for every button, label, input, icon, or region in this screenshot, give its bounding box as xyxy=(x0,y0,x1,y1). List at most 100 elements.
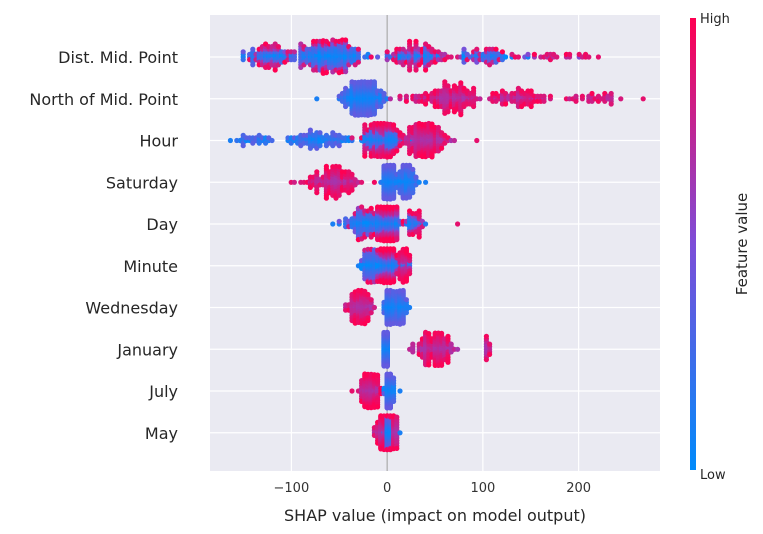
data-point xyxy=(487,341,493,347)
data-point xyxy=(515,54,522,60)
data-point xyxy=(445,333,451,339)
data-point xyxy=(499,49,505,55)
data-point xyxy=(448,341,454,347)
data-point xyxy=(416,208,422,214)
data-point xyxy=(455,221,461,227)
data-point xyxy=(384,329,390,335)
data-point xyxy=(394,148,400,154)
data-point xyxy=(343,37,349,43)
data-point xyxy=(330,221,336,227)
data-point xyxy=(589,90,595,97)
data-point xyxy=(493,46,499,52)
data-point xyxy=(371,304,377,311)
data-point xyxy=(307,127,313,133)
data-point xyxy=(387,154,393,160)
data-point xyxy=(403,98,409,104)
data-point xyxy=(403,297,409,303)
data-point xyxy=(227,137,233,144)
data-point xyxy=(371,79,377,85)
data-point xyxy=(416,179,422,185)
data-point xyxy=(397,388,403,394)
data-point xyxy=(426,362,432,368)
data-point xyxy=(365,317,371,324)
data-point xyxy=(413,67,419,73)
data-point xyxy=(359,179,365,185)
data-point xyxy=(314,190,320,196)
data-point xyxy=(403,93,409,99)
data-point xyxy=(336,192,342,198)
data-point xyxy=(573,93,579,99)
data-point xyxy=(349,135,355,141)
data-point xyxy=(474,46,480,52)
data-point xyxy=(531,51,538,58)
data-point xyxy=(336,164,342,170)
data-point xyxy=(317,130,323,136)
data-point xyxy=(503,101,509,107)
data-point xyxy=(445,359,451,365)
data-point xyxy=(608,101,614,107)
data-point xyxy=(365,291,371,298)
data-point xyxy=(323,163,329,169)
data-point xyxy=(272,67,278,73)
data-point xyxy=(375,54,381,60)
data-point xyxy=(410,190,416,196)
data-point xyxy=(618,96,624,102)
data-point xyxy=(403,310,409,316)
data-point xyxy=(407,38,413,45)
data-point xyxy=(471,103,477,110)
data-point xyxy=(391,398,397,404)
data-point xyxy=(525,51,531,58)
data-point xyxy=(269,137,275,144)
data-point xyxy=(384,49,390,55)
data-point xyxy=(378,103,384,110)
data-point xyxy=(439,362,445,368)
data-point xyxy=(458,112,464,118)
data-point xyxy=(362,122,368,128)
data-point xyxy=(407,271,413,277)
data-points xyxy=(227,37,646,453)
data-point xyxy=(371,111,377,117)
data-point xyxy=(336,143,342,149)
data-point xyxy=(250,62,256,68)
data-point xyxy=(291,179,297,185)
data-point xyxy=(448,54,454,60)
plot-background xyxy=(210,15,660,471)
data-point xyxy=(397,93,403,99)
data-point xyxy=(384,363,390,369)
data-point xyxy=(413,174,419,180)
data-point xyxy=(595,54,602,60)
data-point xyxy=(368,310,374,316)
data-point xyxy=(391,162,397,168)
data-point xyxy=(355,46,361,52)
data-point xyxy=(250,46,256,52)
data-point xyxy=(368,297,374,303)
data-point xyxy=(567,51,573,58)
data-point xyxy=(407,162,413,168)
data-point xyxy=(391,195,397,201)
data-point xyxy=(400,320,406,326)
data-point xyxy=(547,93,554,99)
data-point xyxy=(314,96,320,102)
data-point xyxy=(410,341,416,347)
data-point xyxy=(429,154,435,160)
data-point xyxy=(477,96,483,102)
data-point xyxy=(471,85,477,91)
data-point xyxy=(368,54,374,60)
data-point xyxy=(371,179,377,185)
data-point xyxy=(240,57,246,63)
data-point xyxy=(416,234,422,240)
data-point xyxy=(608,90,614,97)
data-point xyxy=(403,246,409,252)
data-point xyxy=(323,195,329,201)
data-point xyxy=(429,121,435,127)
data-point xyxy=(455,346,461,352)
data-point xyxy=(349,187,355,193)
data-point xyxy=(400,287,406,294)
data-point xyxy=(349,171,355,177)
data-point xyxy=(391,122,397,128)
data-point xyxy=(407,67,413,73)
data-point xyxy=(291,49,297,55)
data-point xyxy=(445,109,451,115)
data-point xyxy=(323,70,329,76)
data-point xyxy=(355,59,361,65)
